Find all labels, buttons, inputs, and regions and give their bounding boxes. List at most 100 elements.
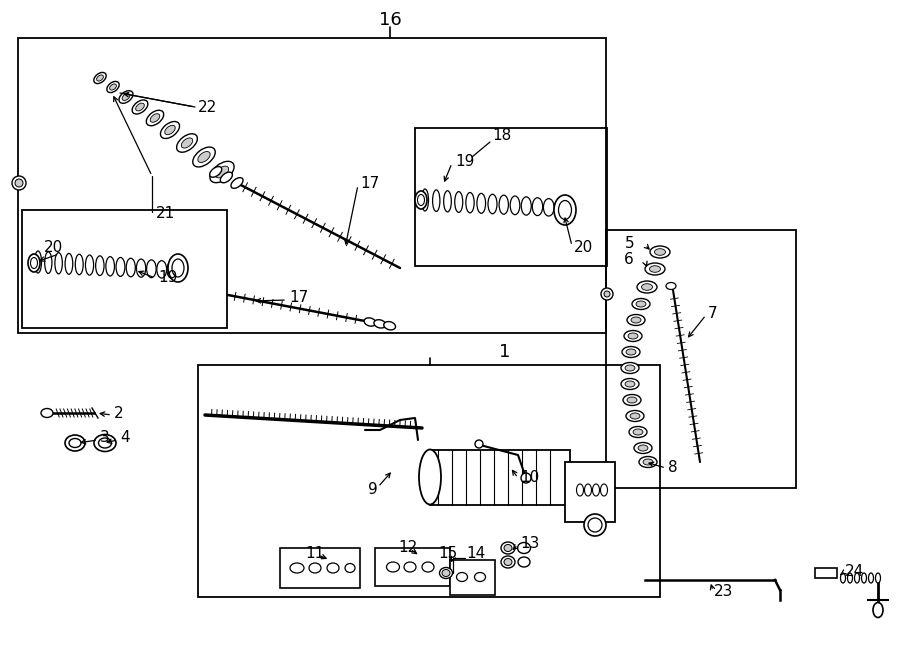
Text: 11: 11 <box>305 545 324 561</box>
Ellipse shape <box>181 138 193 148</box>
Ellipse shape <box>96 75 104 81</box>
Text: 16: 16 <box>379 11 401 29</box>
Ellipse shape <box>106 256 114 276</box>
Ellipse shape <box>510 196 520 215</box>
Ellipse shape <box>116 258 125 276</box>
Ellipse shape <box>86 255 94 275</box>
Ellipse shape <box>418 194 425 206</box>
Ellipse shape <box>383 321 395 330</box>
Ellipse shape <box>69 438 81 447</box>
Text: 6: 6 <box>625 253 634 268</box>
Circle shape <box>475 440 483 448</box>
Ellipse shape <box>861 573 867 583</box>
Ellipse shape <box>168 254 188 282</box>
Ellipse shape <box>637 281 657 293</box>
Ellipse shape <box>629 426 647 438</box>
Ellipse shape <box>290 563 304 573</box>
Ellipse shape <box>873 602 883 617</box>
Ellipse shape <box>501 542 515 554</box>
Ellipse shape <box>45 252 52 274</box>
Ellipse shape <box>374 320 386 328</box>
Text: 20: 20 <box>574 241 593 256</box>
Ellipse shape <box>650 266 661 272</box>
Bar <box>18 38 606 333</box>
Ellipse shape <box>327 563 339 573</box>
Ellipse shape <box>167 262 177 278</box>
Bar <box>606 230 796 488</box>
Ellipse shape <box>421 189 428 211</box>
Ellipse shape <box>631 317 641 323</box>
Ellipse shape <box>215 166 229 178</box>
Bar <box>430 450 570 505</box>
Ellipse shape <box>147 110 164 126</box>
Circle shape <box>12 176 26 190</box>
Ellipse shape <box>41 408 53 418</box>
Text: 17: 17 <box>289 290 308 305</box>
Ellipse shape <box>559 200 572 219</box>
Text: 20: 20 <box>44 241 63 256</box>
Ellipse shape <box>627 315 645 325</box>
Ellipse shape <box>193 147 215 167</box>
Ellipse shape <box>94 73 106 83</box>
Ellipse shape <box>848 573 852 583</box>
Ellipse shape <box>501 556 515 568</box>
Ellipse shape <box>584 484 591 496</box>
Text: 13: 13 <box>520 535 539 551</box>
Ellipse shape <box>76 254 83 275</box>
Ellipse shape <box>521 197 531 215</box>
Ellipse shape <box>34 251 41 273</box>
Ellipse shape <box>625 365 635 371</box>
Ellipse shape <box>119 91 133 103</box>
Ellipse shape <box>386 562 400 572</box>
Bar <box>198 365 660 597</box>
Ellipse shape <box>150 114 160 122</box>
Ellipse shape <box>622 346 640 358</box>
Bar <box>815 568 837 578</box>
Ellipse shape <box>55 253 62 274</box>
Text: 9: 9 <box>368 483 378 498</box>
Ellipse shape <box>643 459 653 465</box>
Ellipse shape <box>110 84 116 90</box>
Ellipse shape <box>504 559 512 566</box>
Ellipse shape <box>28 254 40 272</box>
Text: 8: 8 <box>668 461 678 475</box>
Bar <box>450 560 495 595</box>
Ellipse shape <box>454 192 463 212</box>
Text: 15: 15 <box>438 545 457 561</box>
Ellipse shape <box>636 301 646 307</box>
Text: 17: 17 <box>360 176 379 190</box>
Ellipse shape <box>422 562 434 572</box>
Ellipse shape <box>31 258 38 268</box>
Ellipse shape <box>345 563 355 572</box>
Ellipse shape <box>198 151 211 163</box>
Ellipse shape <box>415 191 427 209</box>
Ellipse shape <box>623 395 641 405</box>
Ellipse shape <box>456 572 467 582</box>
Text: 14: 14 <box>466 545 485 561</box>
Ellipse shape <box>132 100 148 114</box>
Ellipse shape <box>137 259 146 277</box>
Ellipse shape <box>518 557 530 567</box>
Ellipse shape <box>172 259 184 277</box>
Ellipse shape <box>488 194 497 214</box>
Ellipse shape <box>625 381 635 387</box>
Ellipse shape <box>176 134 197 152</box>
Ellipse shape <box>442 570 450 576</box>
Text: 21: 21 <box>156 206 176 221</box>
Ellipse shape <box>621 379 639 389</box>
Text: 7: 7 <box>708 305 717 321</box>
Ellipse shape <box>621 362 639 373</box>
Ellipse shape <box>160 122 179 139</box>
Ellipse shape <box>633 429 643 435</box>
Text: 22: 22 <box>198 100 217 114</box>
Ellipse shape <box>504 545 512 551</box>
Ellipse shape <box>500 195 508 214</box>
Ellipse shape <box>626 410 644 422</box>
Ellipse shape <box>588 518 602 532</box>
Ellipse shape <box>210 161 234 182</box>
Bar <box>565 462 615 522</box>
Ellipse shape <box>95 256 104 276</box>
Ellipse shape <box>626 349 636 355</box>
Ellipse shape <box>122 93 130 100</box>
Bar <box>280 548 360 588</box>
